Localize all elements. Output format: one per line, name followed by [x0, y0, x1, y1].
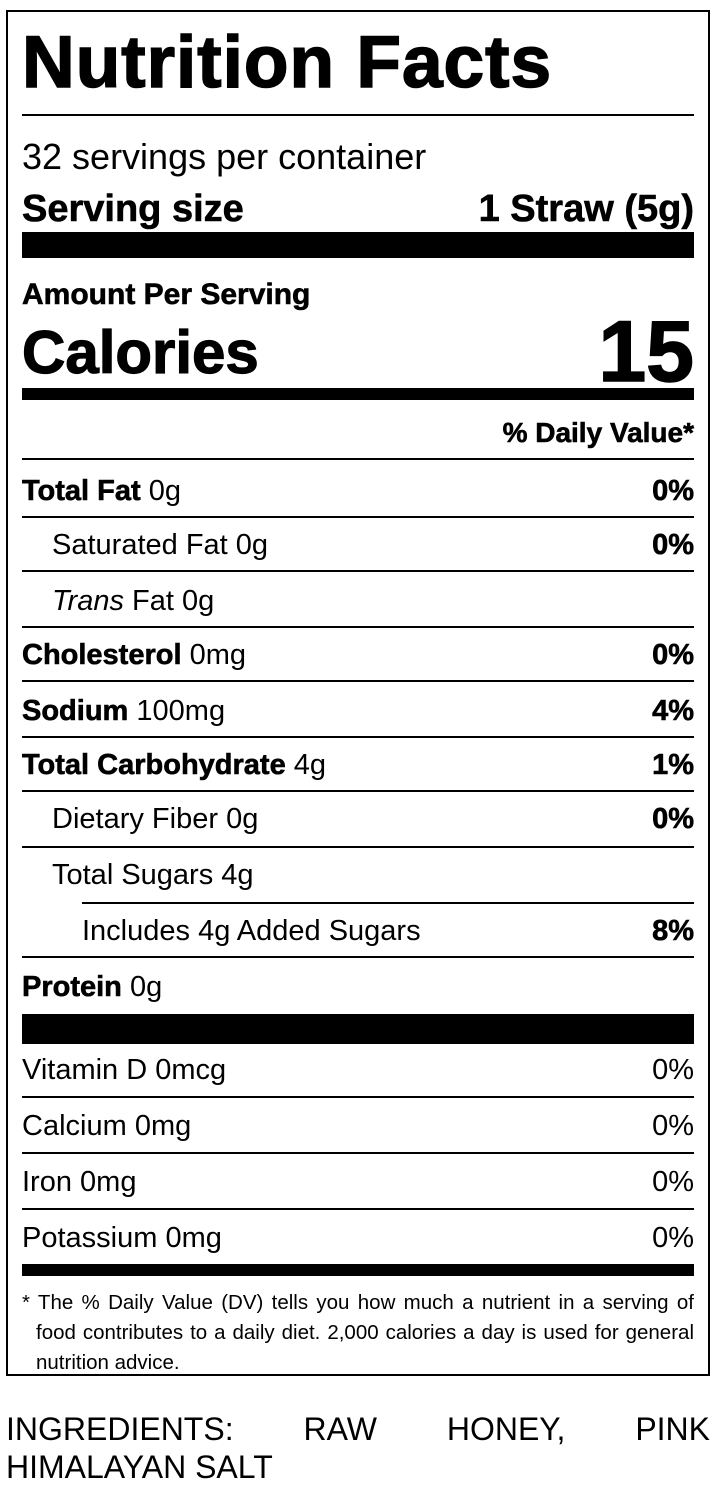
divider: [22, 114, 694, 116]
nutrient-row-cholesterol: Cholesterol 0mg 0%: [22, 638, 695, 671]
ingredients-line-1: INGREDIENTS: RAW HONEY, PINK: [6, 1411, 710, 1447]
divider: [22, 1096, 694, 1098]
divider: [22, 1208, 694, 1210]
servings-per-container: 32 servings per container: [22, 136, 427, 177]
divider: [22, 1152, 694, 1154]
nutrient-row-sodium: Sodium 100mg 4%: [22, 694, 695, 727]
calories-row: Calories 15: [21, 303, 694, 401]
calories-value: 15: [598, 303, 695, 401]
divider: [22, 680, 694, 682]
daily-value-footnote: * The % Daily Value (DV) tells you how m…: [22, 1291, 694, 1374]
nutrient-row-trans-fat: Trans Fat 0g: [52, 584, 215, 617]
vitamin-row-iron: Iron 0mg 0%: [22, 1165, 694, 1198]
daily-value-header: % Daily Value*: [502, 417, 694, 449]
label-title: Nutrition Facts: [21, 22, 553, 103]
nutrient-row-total-carbohydrate: Total Carbohydrate 4g 1%: [22, 748, 695, 781]
nutrient-row-protein: Protein 0g: [22, 970, 163, 1003]
calories-label: Calories: [21, 318, 259, 386]
thick-divider: [22, 1014, 694, 1044]
thick-divider: [22, 232, 694, 258]
divider: [22, 846, 694, 848]
nutrient-row-total-fat: Total Fat 0g 0%: [22, 474, 695, 507]
nutrient-row-dietary-fiber: Dietary Fiber 0g 0%: [52, 802, 694, 835]
nutrition-facts-label: Nutrition Facts 32 servings per containe…: [6, 10, 710, 1376]
divider: [22, 626, 694, 628]
serving-size-value: 1 Straw (5g): [478, 187, 694, 230]
indented-divider: [82, 902, 694, 904]
nutrient-row-total-sugars: Total Sugars 4g: [52, 858, 254, 891]
vitamin-row-calcium: Calcium 0mg 0%: [22, 1109, 694, 1142]
serving-size-row: Serving size 1 Straw (5g): [22, 184, 695, 234]
medium-divider: [22, 388, 694, 400]
amount-per-serving: Amount Per Serving: [22, 278, 311, 312]
divider: [22, 570, 694, 572]
vitamin-row-vitamin-d: Vitamin D 0mcg 0%: [22, 1053, 694, 1086]
nutrient-row-added-sugars: Includes 4g Added Sugars 8%: [82, 914, 694, 947]
divider: [22, 956, 694, 958]
nutrient-row-saturated-fat: Saturated Fat 0g 0%: [52, 528, 694, 561]
divider: [22, 458, 694, 460]
divider: [22, 790, 694, 792]
serving-size-label: Serving size: [22, 187, 244, 230]
ingredients-line-2: HIMALAYAN SALT: [6, 1449, 273, 1485]
divider: [22, 516, 694, 518]
medium-divider: [22, 1264, 694, 1276]
divider: [22, 736, 694, 738]
ingredients-statement: INGREDIENTS: RAW HONEY, PINK HIMALAYAN S…: [6, 1410, 710, 1486]
vitamin-row-potassium: Potassium 0mg 0%: [22, 1221, 694, 1254]
